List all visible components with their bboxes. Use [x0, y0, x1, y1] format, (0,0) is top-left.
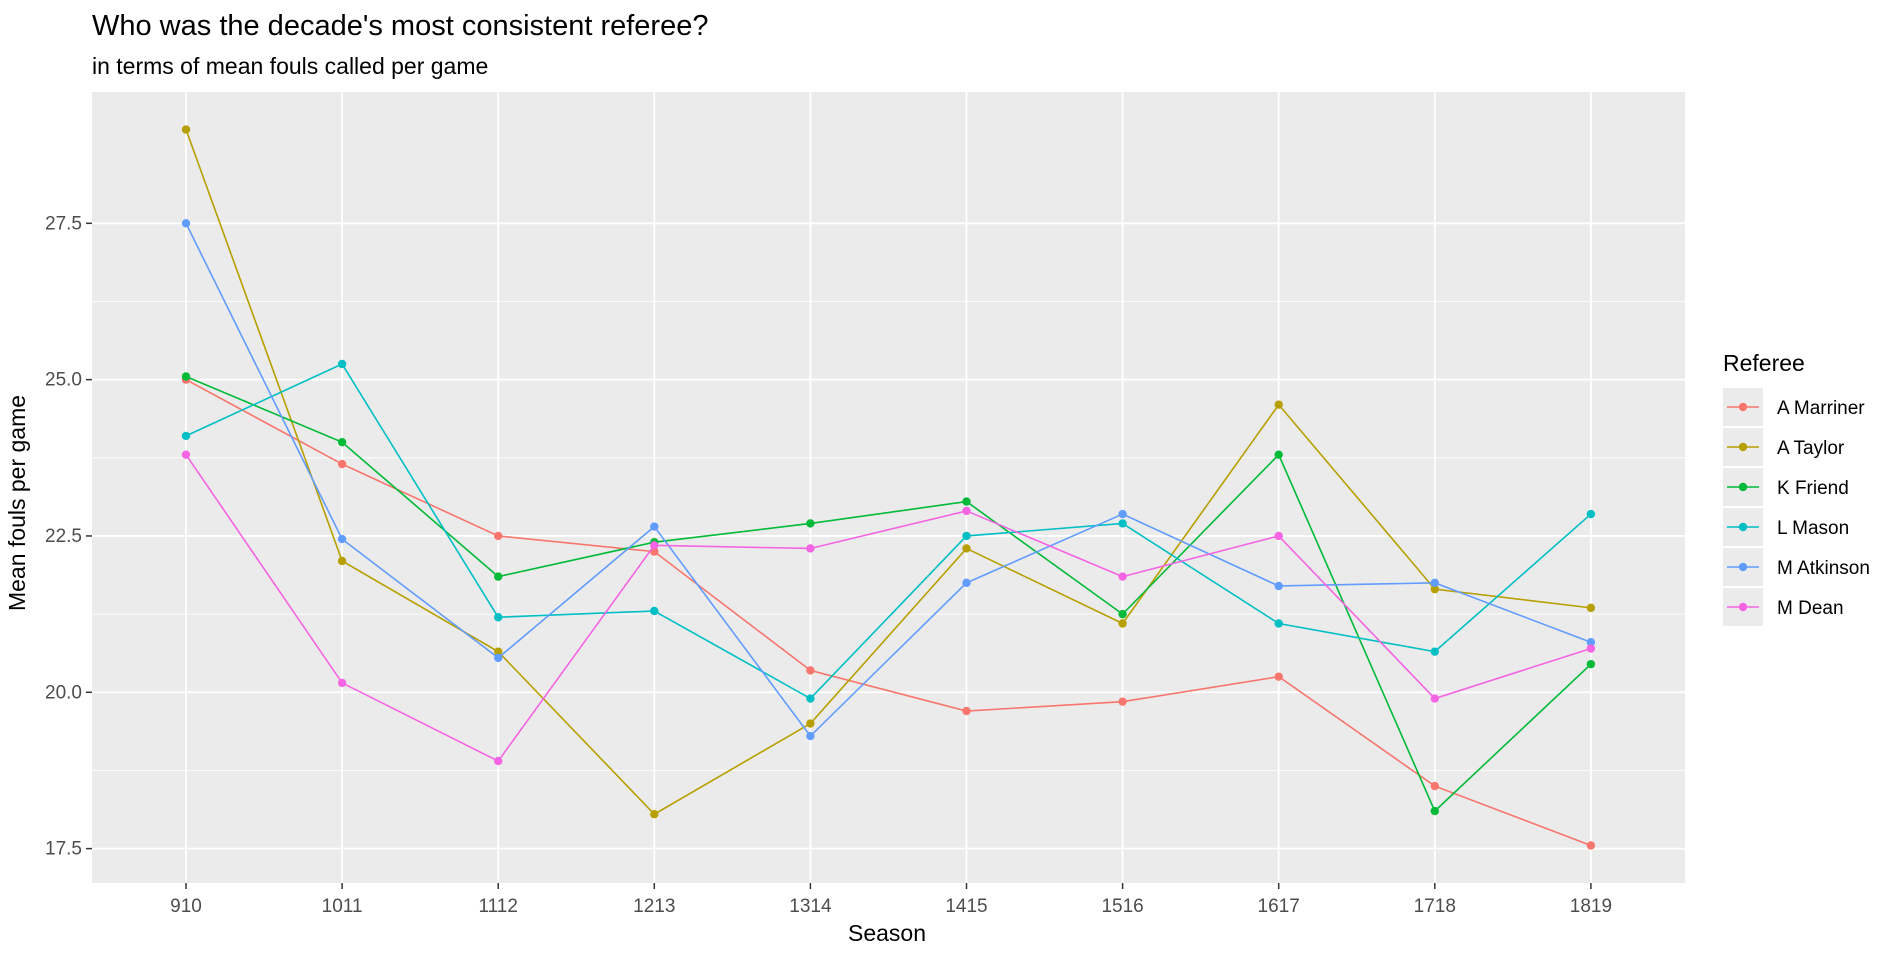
x-tick-label: 1112: [478, 896, 517, 917]
data-point-k-friend: [1430, 806, 1440, 816]
y-tick-label: 22.5: [45, 526, 82, 547]
legend-key-point-m-atkinson: [1738, 562, 1748, 572]
x-tick-label: 1213: [633, 896, 675, 917]
data-point-a-marriner: [494, 531, 503, 541]
panel-background: [92, 92, 1685, 883]
data-point-m-atkinson: [806, 731, 815, 741]
data-point-m-dean: [337, 678, 347, 688]
data-point-m-atkinson: [181, 219, 191, 228]
data-point-a-taylor: [650, 810, 659, 819]
data-point-a-taylor: [1274, 400, 1283, 409]
data-point-m-atkinson: [1586, 638, 1596, 647]
data-point-k-friend: [806, 519, 815, 528]
series-line-m-atkinson: [185, 222, 1592, 738]
data-point-a-marriner: [806, 666, 815, 675]
data-point-l-mason: [181, 431, 191, 441]
data-point-m-dean: [494, 756, 503, 766]
data-point-a-marriner: [1274, 672, 1283, 681]
series-line-m-dean: [185, 454, 1592, 763]
data-point-m-dean: [650, 541, 659, 550]
data-point-l-mason: [1430, 647, 1440, 656]
series-line-k-friend: [185, 375, 1592, 813]
legend-label-m-dean: M Dean: [1777, 598, 1844, 619]
x-tick-label: 1617: [1258, 896, 1300, 917]
data-point-l-mason: [1118, 519, 1127, 528]
data-point-a-taylor: [1586, 603, 1596, 613]
legend: Referee A Marriner A Taylor K Friend L Maso…: [1723, 350, 1870, 626]
y-tick-label: 20.0: [45, 682, 82, 703]
data-point-a-marriner: [962, 706, 971, 716]
data-point-l-mason: [494, 613, 503, 622]
data-point-k-friend: [1586, 659, 1596, 669]
data-point-l-mason: [337, 359, 347, 369]
legend-key-point-a-taylor: [1738, 442, 1748, 452]
series-line-l-mason: [185, 362, 1592, 700]
legend-key-point-m-dean: [1738, 602, 1748, 612]
y-axis-title: Mean fouls per game: [4, 395, 30, 611]
chart-title: Who was the decade's most consistent ref…: [92, 10, 708, 42]
data-point-a-marriner: [1586, 841, 1596, 850]
data-point-a-marriner: [1430, 781, 1440, 791]
y-tick-label: 25.0: [45, 370, 82, 391]
data-point-m-dean: [1274, 531, 1283, 541]
data-point-m-dean: [181, 450, 191, 459]
data-point-m-atkinson: [1118, 509, 1127, 519]
data-point-m-dean: [1118, 572, 1127, 581]
x-tick-label: 1718: [1414, 896, 1456, 917]
data-point-l-mason: [1274, 619, 1283, 628]
data-point-m-atkinson: [494, 653, 503, 663]
data-point-a-taylor: [181, 125, 191, 134]
data-point-m-dean: [1430, 694, 1440, 703]
x-tick-label: 1011: [322, 896, 363, 917]
legend-key-point-k-friend: [1738, 482, 1748, 492]
data-point-a-taylor: [337, 556, 347, 566]
legend-label-k-friend: K Friend: [1777, 478, 1849, 499]
data-point-m-dean: [806, 544, 815, 553]
x-tick-label: 1415: [945, 896, 987, 917]
data-point-k-friend: [962, 497, 971, 506]
data-point-m-atkinson: [1430, 578, 1440, 588]
data-point-k-friend: [1118, 609, 1127, 619]
series-line-a-marriner: [185, 378, 1592, 847]
chart-subtitle: in terms of mean fouls called per game: [92, 53, 488, 79]
x-tick-label: 1516: [1101, 896, 1143, 917]
legend-key-point-l-mason: [1738, 522, 1748, 532]
legend-label-a-taylor: A Taylor: [1777, 438, 1845, 459]
legend-label-a-marriner: A Marriner: [1777, 398, 1865, 419]
data-point-l-mason: [650, 606, 659, 616]
data-point-a-taylor: [962, 544, 971, 553]
data-point-a-marriner: [1118, 697, 1127, 706]
y-tick-label: 27.5: [45, 213, 82, 234]
plot-area: 17.5 20.0 22.5 25.0 27.5 910 1011 1112 1213 1314 1…: [45, 92, 1685, 917]
legend-label-m-atkinson: M Atkinson: [1777, 558, 1870, 579]
data-point-l-mason: [806, 694, 815, 703]
x-tick-label: 1819: [1570, 896, 1612, 917]
legend-key-point-a-marriner: [1738, 402, 1748, 412]
x-tick-label: 910: [170, 896, 202, 917]
data-point-m-dean: [1586, 644, 1596, 653]
data-point-a-marriner: [337, 459, 347, 469]
y-tick-label: 17.5: [45, 839, 82, 860]
legend-title: Referee: [1723, 350, 1805, 376]
x-axis-title: Season: [848, 920, 926, 946]
data-point-k-friend: [494, 572, 503, 581]
data-point-m-atkinson: [962, 578, 971, 588]
data-point-a-taylor: [1430, 584, 1440, 594]
data-point-m-dean: [962, 506, 971, 516]
data-point-a-taylor: [494, 647, 503, 656]
series-line-a-taylor: [185, 129, 1591, 816]
data-point-k-friend: [1274, 450, 1283, 459]
data-point-l-mason: [1586, 509, 1596, 519]
data-point-m-atkinson: [337, 534, 347, 544]
data-point-a-taylor: [806, 719, 815, 728]
data-point-m-atkinson: [1274, 581, 1283, 591]
data-point-l-mason: [962, 531, 971, 541]
data-point-a-taylor: [1118, 619, 1127, 628]
data-point-m-atkinson: [650, 522, 659, 531]
legend-label-l-mason: L Mason: [1777, 518, 1849, 539]
data-point-k-friend: [337, 437, 347, 447]
data-point-k-friend: [181, 372, 191, 381]
x-tick-label: 1314: [789, 896, 832, 917]
